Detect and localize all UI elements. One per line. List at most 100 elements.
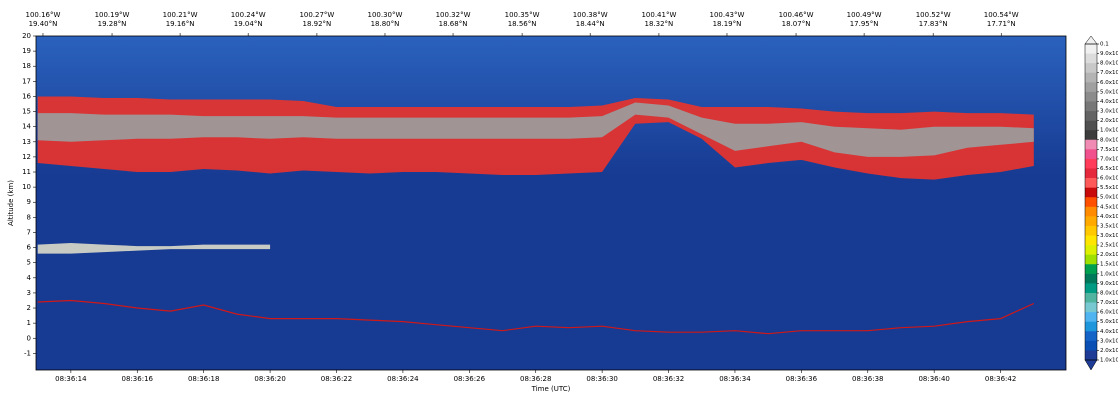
colorbar-label: 0.1 [1100,42,1109,48]
x-axis-label: Time (UTC) [531,385,571,393]
colorbar-segment [1085,264,1097,275]
x-tick-label: 08:36:14 [55,375,87,383]
colorbar-label: 1.5x10 [1100,262,1118,268]
top-lat-label: 18.32°N [645,20,674,28]
colorbar-segment [1085,340,1097,351]
top-lat-label: 17.71°N [987,20,1016,28]
y-tick-label: 19 [22,47,31,55]
colorbar-label: 6.0x10 [1100,176,1118,182]
colorbar-label: 7.0x10 [1100,300,1118,306]
top-lon-label: 100.49°W [847,11,882,19]
cloud-layer [37,243,271,254]
y-tick-label: 16 [22,92,31,100]
colorbar: 0.1 9.0x10 8.0x10 7.0x10 6.0x10 5.0x10 4.0x10 3… [1084,35,1118,371]
x-tick-label: 08:36:28 [520,375,551,383]
y-tick-label: 11 [22,168,31,176]
colorbar-frame [1084,43,1098,361]
y-tick-label: 4 [27,274,32,282]
colorbar-segment [1085,350,1097,361]
colorbar-label: 6.0x10 [1100,310,1118,316]
colorbar-segment [1085,82,1097,93]
colorbar-segment [1085,158,1097,169]
colorbar-label: 2.0x10 [1100,348,1118,354]
colorbar-label: 6.0x10 [1100,80,1118,86]
x-tick-label: 08:36:38 [852,375,883,383]
colorbar-segment [1085,254,1097,265]
colorbar-segment [1085,53,1097,64]
y-tick-label: 5 [27,259,31,267]
colorbar-label: 4.0x10 [1100,214,1118,220]
plot-frame [35,35,1067,371]
y-tick-label: 20 [22,32,31,40]
y-tick-label: 3 [27,289,31,297]
x-tick-label: 08:36:40 [918,375,949,383]
top-lon-label: 100.19°W [95,11,130,19]
x-tick-label: 08:36:26 [454,375,486,383]
colorbar-label: 1.0x10 [1100,271,1118,277]
y-tick-label: 12 [22,153,31,161]
colorbar-segment [1085,302,1097,313]
colorbar-segment [1085,197,1097,208]
colorbar-label: 2.0x10 [1100,118,1118,124]
y-tick-label: 9 [27,198,31,206]
y-tick-label: 1 [27,319,31,327]
plot-area [36,36,1066,370]
x-tick-label: 08:36:24 [387,375,419,383]
colorbar-segment [1085,216,1097,227]
top-lat-label: 18.07°N [782,20,811,28]
colorbar-segment [1085,130,1097,141]
colorbar-label: 3.5x10 [1100,223,1118,229]
top-lon-label: 100.16°W [26,11,61,19]
top-lon-label: 100.30°W [368,11,403,19]
colorbar-segment [1085,72,1097,83]
colorbar-segment [1085,63,1097,74]
x-tick-label: 08:36:18 [188,375,219,383]
top-lon-label: 100.52°W [916,11,951,19]
colorbar-segment [1085,312,1097,322]
y-tick-label: 17 [22,77,31,85]
top-lat-label: 18.56°N [508,20,537,28]
top-lon-label: 100.24°W [231,11,266,19]
colorbar-label: 1.0x10 [1100,358,1118,364]
y-axis-label: Altitude (km) [7,180,15,226]
y-tick-label: 7 [27,228,31,236]
colorbar-segment [1085,101,1097,112]
x-tick-label: 08:36:42 [985,375,1016,383]
colorbar-label: 4.0x10 [1100,99,1118,105]
colorbar-label: 5.5x10 [1100,185,1118,191]
y-tick-label: 13 [22,138,31,146]
top-lat-label: 18.19°N [713,20,742,28]
colorbar-label: 2.5x10 [1100,243,1118,249]
y-tick-label: -1 [24,349,31,357]
colorbar-segment [1085,44,1097,54]
colorbar-label: 5.0x10 [1100,89,1118,95]
colorbar-label: 2.0x10 [1100,252,1118,258]
colorbar-label: 4.5x10 [1100,204,1118,210]
colorbar-segment [1085,225,1097,236]
top-lat-label: 19.40°N [29,20,58,28]
colorbar-label: 1.0x10 [1100,128,1118,134]
colorbar-label: 3.0x10 [1100,338,1118,344]
cloud-layer [37,102,1034,157]
top-lon-label: 100.43°W [710,11,745,19]
colorbar-segment [1085,292,1097,303]
top-lat-label: 18.80°N [371,20,400,28]
colorbar-segment [1085,245,1097,255]
colorbar-segment [1085,283,1097,294]
colorbar-label: 3.0x10 [1100,233,1118,239]
x-tick-label: 08:36:22 [321,375,352,383]
colorbar-segment [1085,206,1097,217]
colorbar-label: 7.0x10 [1100,70,1118,76]
top-lon-label: 100.32°W [436,11,471,19]
colorbar-segment [1085,120,1097,131]
colorbar-segment [1085,139,1097,150]
y-tick-label: 18 [22,62,31,70]
colorbar-extend-top [1084,35,1098,45]
y-tick-label: 10 [22,183,31,191]
colorbar-label: 9.0x10 [1100,281,1118,287]
y-tick-label: 8 [27,213,31,221]
colorbar-segment [1085,168,1097,179]
colorbar-segment [1085,331,1097,342]
top-lat-label: 17.83°N [919,20,948,28]
